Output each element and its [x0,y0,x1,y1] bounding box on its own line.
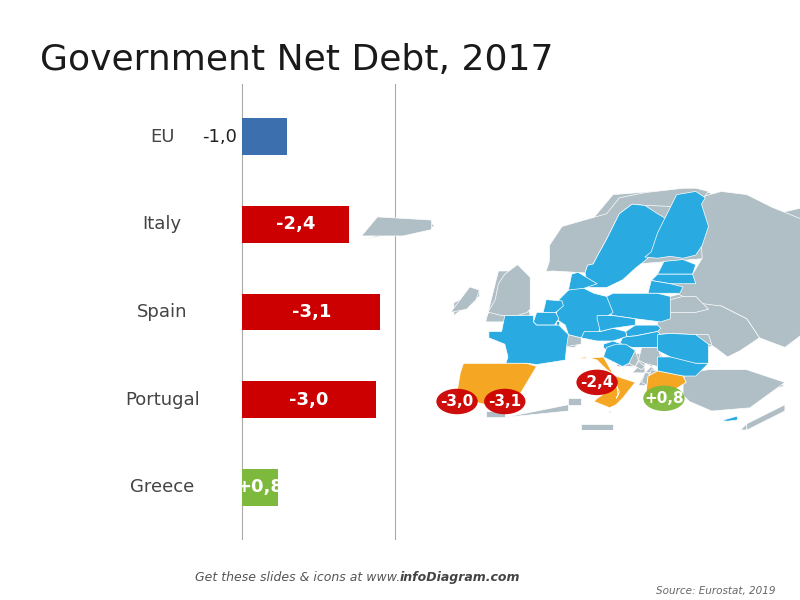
Polygon shape [556,287,613,338]
Text: EU: EU [150,128,174,146]
Polygon shape [597,316,635,331]
Polygon shape [722,416,738,421]
Polygon shape [626,325,661,337]
Polygon shape [635,361,645,370]
Polygon shape [658,309,759,335]
Polygon shape [683,373,709,386]
Polygon shape [645,191,709,258]
Polygon shape [696,208,800,335]
Polygon shape [658,303,759,357]
Ellipse shape [577,370,618,395]
Text: Italy: Italy [142,215,182,233]
Polygon shape [508,188,709,274]
Polygon shape [648,281,683,293]
Polygon shape [603,344,635,367]
Polygon shape [638,373,651,386]
Polygon shape [642,373,651,386]
Polygon shape [740,424,746,430]
Polygon shape [632,367,645,373]
Bar [242,206,349,243]
Polygon shape [556,320,559,325]
Text: -3,0: -3,0 [441,394,474,409]
Polygon shape [534,313,559,325]
Polygon shape [696,335,722,347]
Polygon shape [511,188,715,277]
Polygon shape [664,296,709,313]
Polygon shape [362,217,431,236]
Text: +0,8: +0,8 [644,391,684,406]
Polygon shape [677,437,709,443]
Polygon shape [457,363,537,411]
Polygon shape [450,287,479,313]
Ellipse shape [484,389,526,414]
Polygon shape [581,328,627,341]
Polygon shape [638,347,664,367]
Polygon shape [585,204,671,287]
Polygon shape [566,357,635,408]
Polygon shape [658,357,709,376]
Polygon shape [658,191,800,347]
Polygon shape [616,350,638,367]
Polygon shape [651,274,696,284]
Polygon shape [454,290,479,316]
Text: -3,1: -3,1 [488,394,522,409]
Polygon shape [619,354,645,367]
Polygon shape [556,335,581,347]
Text: -3,1: -3,1 [291,303,331,321]
Text: Spain: Spain [137,303,187,321]
Polygon shape [603,341,622,350]
Polygon shape [693,335,712,347]
Polygon shape [638,347,661,367]
Bar [242,293,380,331]
Text: Portugal: Portugal [125,391,199,409]
Polygon shape [645,367,658,373]
Text: -1,0: -1,0 [202,128,237,146]
Text: Government Net Debt, 2017: Government Net Debt, 2017 [40,43,554,77]
Polygon shape [709,373,785,398]
Polygon shape [740,437,759,455]
Polygon shape [489,316,569,367]
Text: +0,8: +0,8 [237,478,283,496]
Polygon shape [486,411,505,418]
Polygon shape [486,271,530,322]
Polygon shape [581,424,613,430]
Bar [242,118,286,155]
Polygon shape [505,404,569,418]
Polygon shape [619,331,661,347]
Text: Greece: Greece [130,478,194,496]
Polygon shape [658,260,696,274]
Text: -2,4: -2,4 [581,375,614,390]
Ellipse shape [643,386,685,411]
Polygon shape [457,373,476,411]
Polygon shape [683,370,785,411]
Text: -3,0: -3,0 [290,391,329,409]
Polygon shape [482,265,530,322]
Text: Source: Eurostat, 2019: Source: Eurostat, 2019 [657,586,776,596]
Polygon shape [556,335,581,347]
Polygon shape [569,272,597,290]
Polygon shape [746,404,785,430]
Text: Get these slides & icons at www.: Get these slides & icons at www. [194,571,400,584]
Polygon shape [543,299,563,313]
Bar [242,381,376,418]
Polygon shape [664,290,722,322]
Polygon shape [645,373,664,379]
Polygon shape [658,334,709,363]
Bar [242,469,278,506]
Polygon shape [645,371,686,404]
Polygon shape [606,293,670,322]
Polygon shape [609,410,610,412]
Polygon shape [569,398,581,404]
Polygon shape [648,370,664,379]
Polygon shape [746,462,785,481]
Polygon shape [734,430,746,455]
Text: -2,4: -2,4 [276,215,315,233]
Text: infoDiagram.com: infoDiagram.com [400,571,521,584]
Polygon shape [365,220,434,239]
Ellipse shape [436,389,478,414]
